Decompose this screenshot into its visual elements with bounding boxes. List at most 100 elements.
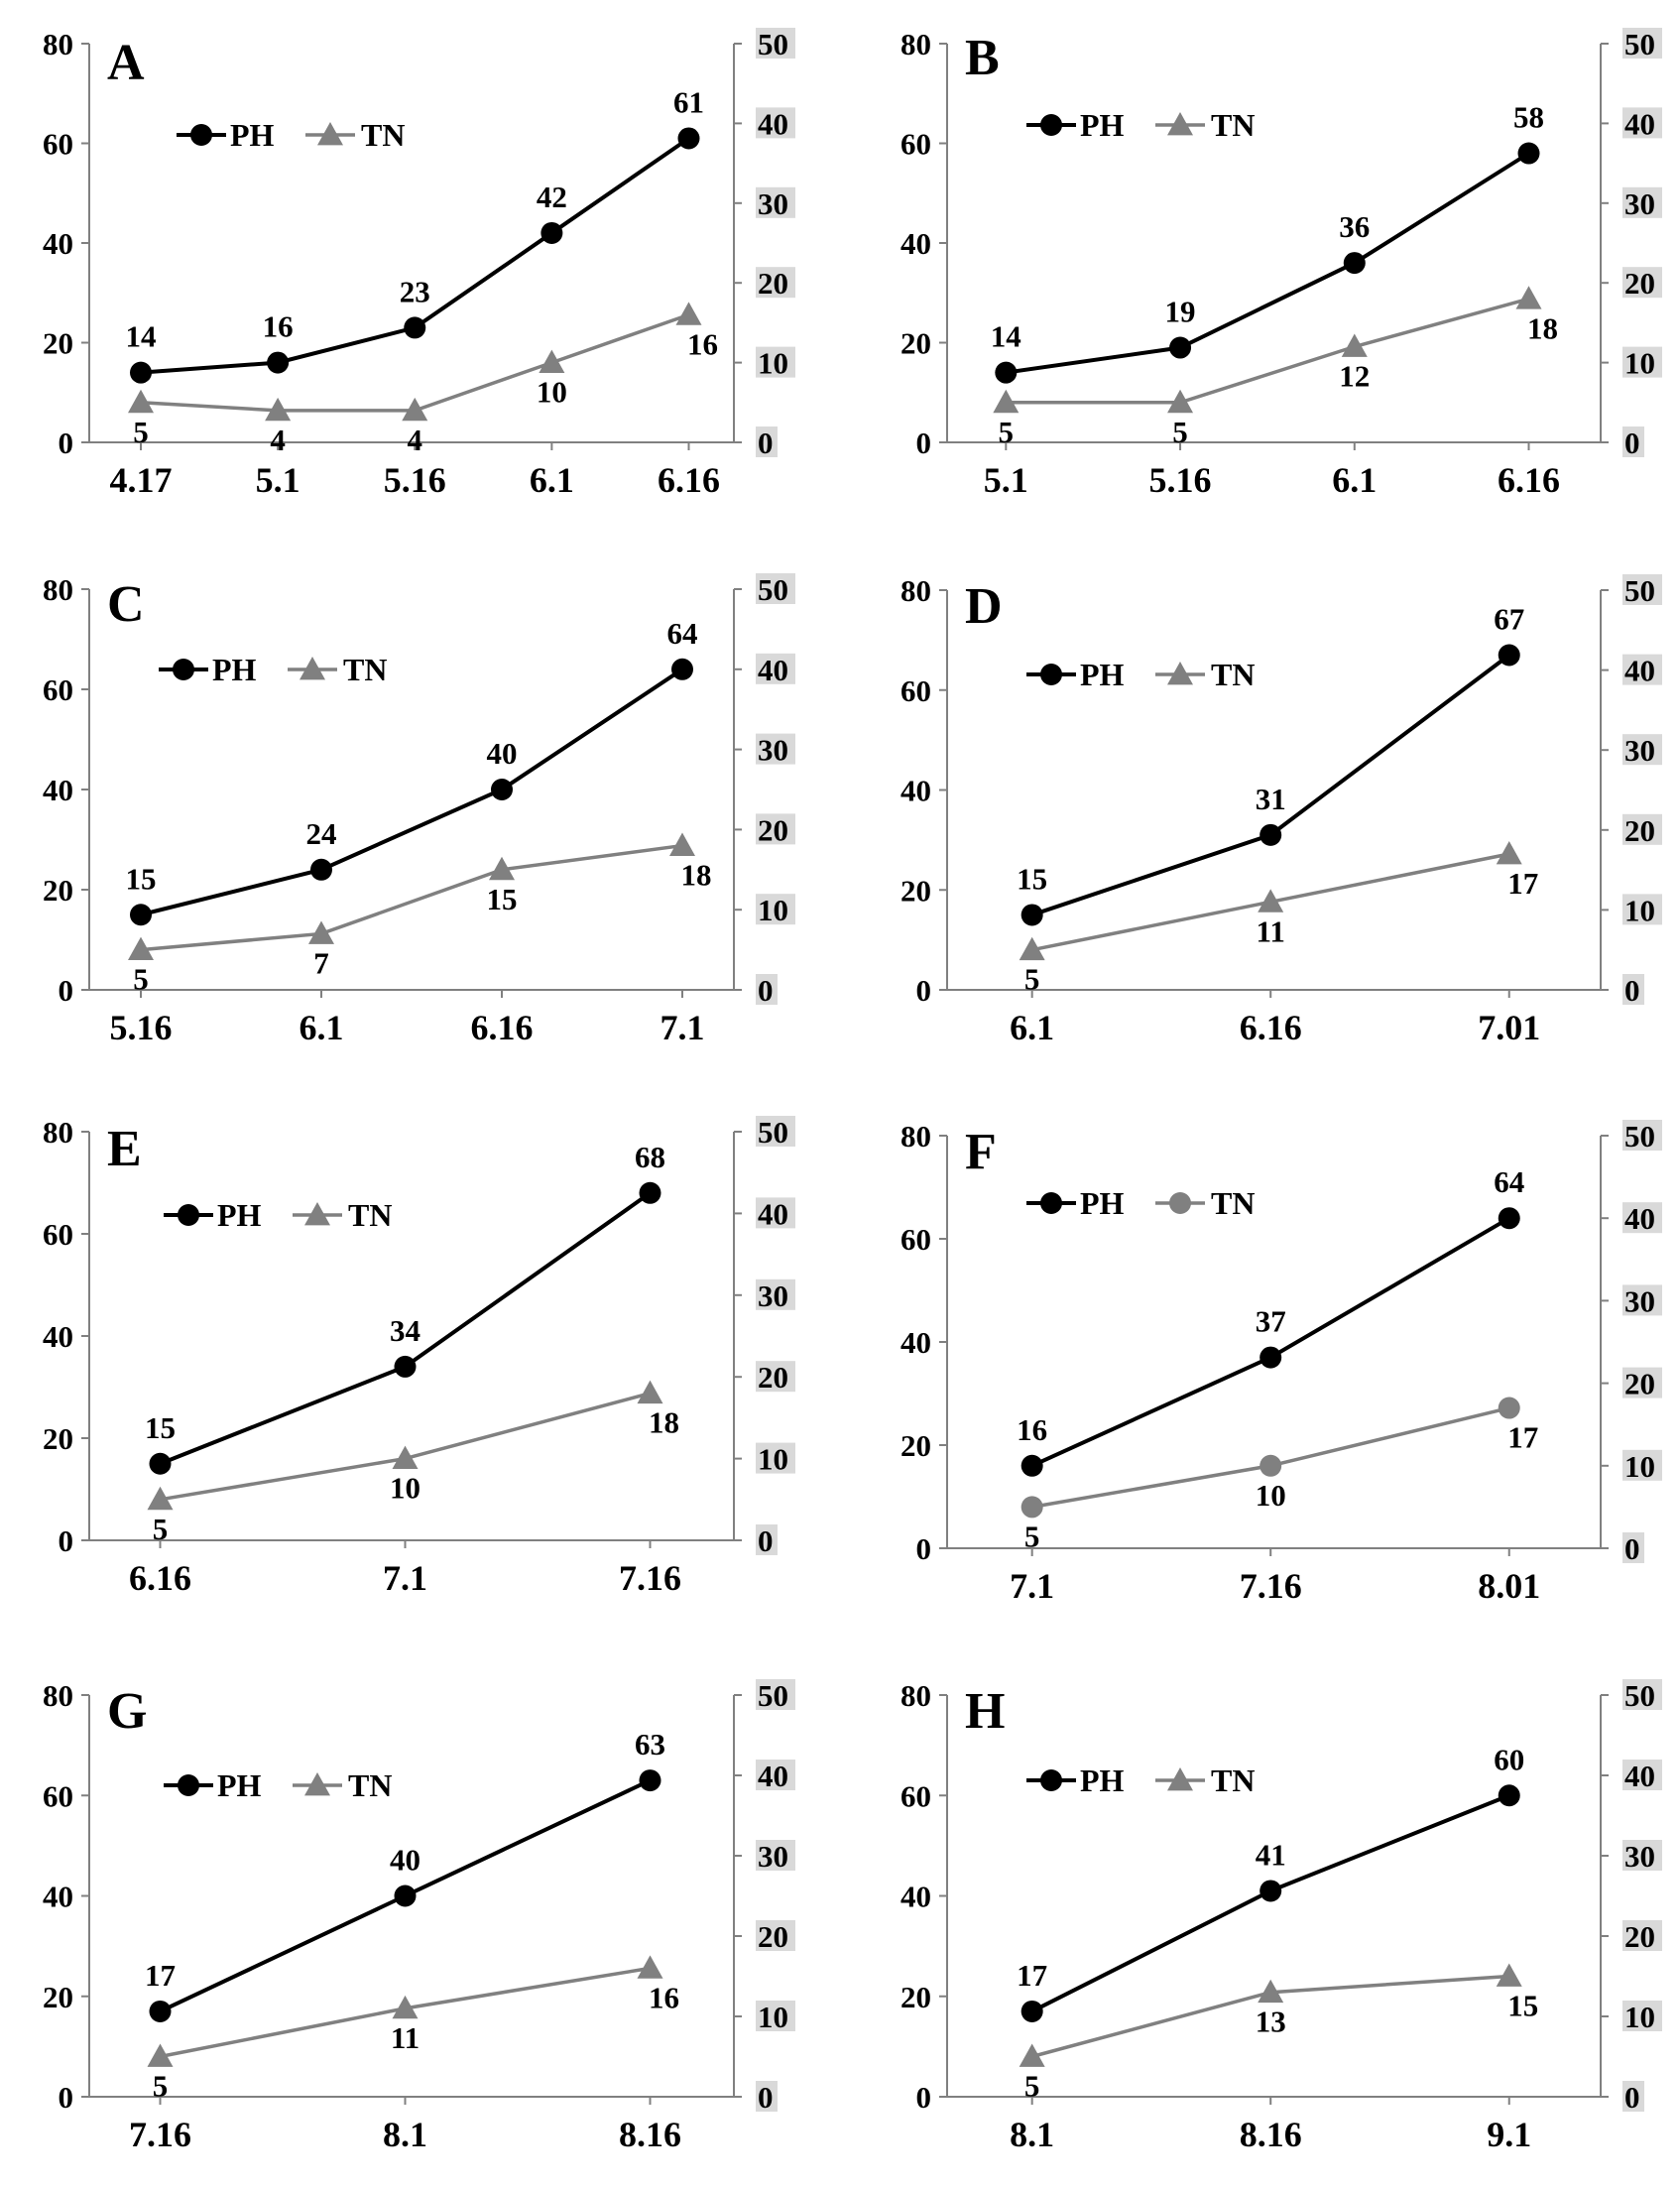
- left-tick-label: 60: [43, 1217, 73, 1252]
- left-tick-label: 60: [900, 673, 931, 708]
- series-line-ph: [140, 668, 684, 917]
- data-point-ph: [540, 221, 563, 244]
- right-tick-bg: [756, 894, 795, 925]
- right-tick-bg: [756, 1840, 795, 1871]
- data-point-tn: [1260, 1454, 1282, 1477]
- right-tick-bg: [1622, 186, 1662, 218]
- legend-marker-tn: [1167, 1767, 1193, 1791]
- panel-f: 0 20 40 60 80 0 10 20 30 40 50 7.1 7.16 8.01 F 16 37 64 5 1…: [900, 1119, 1662, 1606]
- data-point-tn: [402, 397, 428, 422]
- legend-marker-ph: [1040, 114, 1062, 136]
- data-label-ph: 60: [1494, 1742, 1524, 1776]
- series-line-tn: [140, 843, 683, 952]
- left-tick-label: 0: [916, 1531, 932, 1566]
- right-tick-label: 40: [1624, 654, 1655, 688]
- right-tick-label: 40: [1624, 1201, 1655, 1236]
- data-label-tn: 17: [1507, 866, 1538, 901]
- data-point-ph: [394, 1884, 417, 1907]
- series-line-tn: [1006, 297, 1529, 405]
- right-tick-bg: [756, 974, 778, 1005]
- legend-marker-ph: [178, 1204, 199, 1226]
- data-point-tn: [265, 397, 292, 422]
- data-label-ph: 23: [400, 274, 430, 308]
- series-line-ph: [1006, 151, 1530, 375]
- legend-marker-tn: [300, 657, 325, 680]
- right-tick-label: 30: [1624, 1283, 1655, 1318]
- left-tick-label: 0: [916, 2080, 932, 2115]
- right-tick-label: 40: [758, 1196, 788, 1231]
- right-tick-bg: [1622, 1532, 1644, 1563]
- legend-label-tn: TN: [348, 1767, 392, 1803]
- data-label-tn: 15: [1507, 1989, 1538, 2023]
- right-tick-label: 50: [758, 1678, 788, 1713]
- right-tick-bg: [756, 1524, 778, 1555]
- left-tick-label: 80: [43, 1678, 73, 1713]
- left-tick-label: 0: [59, 973, 74, 1008]
- panel-letter: E: [107, 1121, 142, 1177]
- data-point-tn: [1496, 840, 1522, 865]
- right-tick-label: 30: [1624, 1839, 1655, 1874]
- legend-marker-tn: [1167, 112, 1193, 136]
- right-tick-label: 0: [1624, 425, 1640, 460]
- data-label-ph: 15: [126, 861, 157, 896]
- data-label-tn: 5: [1024, 2069, 1040, 2104]
- data-label-ph: 14: [126, 319, 157, 354]
- left-tick-label: 20: [900, 1428, 931, 1463]
- data-label-tn: 12: [1339, 359, 1370, 394]
- panel-letter: B: [965, 30, 1000, 86]
- right-tick-bg: [1622, 1760, 1662, 1790]
- right-tick-label: 30: [1624, 733, 1655, 768]
- right-tick-label: 30: [758, 733, 788, 768]
- right-tick-bg: [756, 1920, 795, 1951]
- right-tick-bg: [1622, 654, 1662, 685]
- data-point-tn: [1258, 1979, 1284, 2004]
- x-tick-label: 8.1: [1010, 2115, 1054, 2154]
- right-tick-label: 30: [1624, 186, 1655, 221]
- data-label-tn: 5: [153, 2069, 169, 2104]
- right-tick-bg: [756, 1361, 795, 1393]
- data-point-ph: [404, 316, 426, 339]
- left-tick-label: 0: [916, 425, 932, 460]
- data-point-ph: [1498, 644, 1520, 667]
- data-label-ph: 58: [1513, 100, 1544, 135]
- data-point-tn: [128, 936, 154, 960]
- data-point-ph: [1020, 904, 1043, 926]
- data-point-ph: [1020, 1454, 1043, 1477]
- right-tick-bg: [1622, 1284, 1662, 1316]
- right-tick-label: 10: [1624, 893, 1655, 927]
- data-point-ph: [1517, 142, 1540, 165]
- data-point-ph: [130, 361, 152, 384]
- data-label-ph: 41: [1256, 1837, 1286, 1872]
- right-tick-label: 0: [1624, 1531, 1640, 1566]
- x-tick-label: 6.1: [530, 460, 574, 500]
- right-tick-label: 10: [1624, 1449, 1655, 1484]
- right-tick-label: 50: [1624, 573, 1655, 608]
- data-point-ph: [310, 858, 332, 881]
- data-label-ph: 19: [1165, 295, 1196, 329]
- x-tick-label: 6.16: [658, 460, 720, 500]
- x-tick-label: 6.16: [1240, 1008, 1302, 1047]
- data-point-ph: [671, 658, 693, 680]
- data-label-tn: 5: [1172, 415, 1188, 449]
- series-line-ph: [1030, 1793, 1510, 2013]
- right-tick-label: 40: [1624, 106, 1655, 141]
- left-tick-label: 40: [43, 773, 73, 807]
- x-tick-label: 7.16: [129, 2115, 191, 2154]
- x-tick-label: 6.16: [471, 1008, 534, 1047]
- data-label-tn: 16: [649, 1980, 679, 2014]
- left-tick-label: 40: [43, 226, 73, 261]
- right-tick-bg: [1622, 734, 1662, 766]
- panel-d: 0 20 40 60 80 0 10 20 30 40 50 6.1 6.16 7.01 D 15 31 67 5 1…: [900, 573, 1662, 1047]
- legend-marker-ph: [1040, 1192, 1062, 1214]
- left-tick-label: 80: [900, 27, 931, 61]
- panel-letter: C: [107, 576, 145, 633]
- right-tick-label: 10: [758, 346, 788, 381]
- x-tick-label: 4.17: [110, 460, 173, 500]
- right-tick-label: 40: [758, 1759, 788, 1793]
- data-point-tn: [1341, 333, 1368, 357]
- data-label-ph: 61: [673, 84, 704, 119]
- x-tick-label: 7.16: [619, 1558, 681, 1598]
- data-point-ph: [1020, 2000, 1043, 2022]
- data-point-tn: [1167, 389, 1194, 414]
- right-tick-label: 0: [1624, 973, 1640, 1008]
